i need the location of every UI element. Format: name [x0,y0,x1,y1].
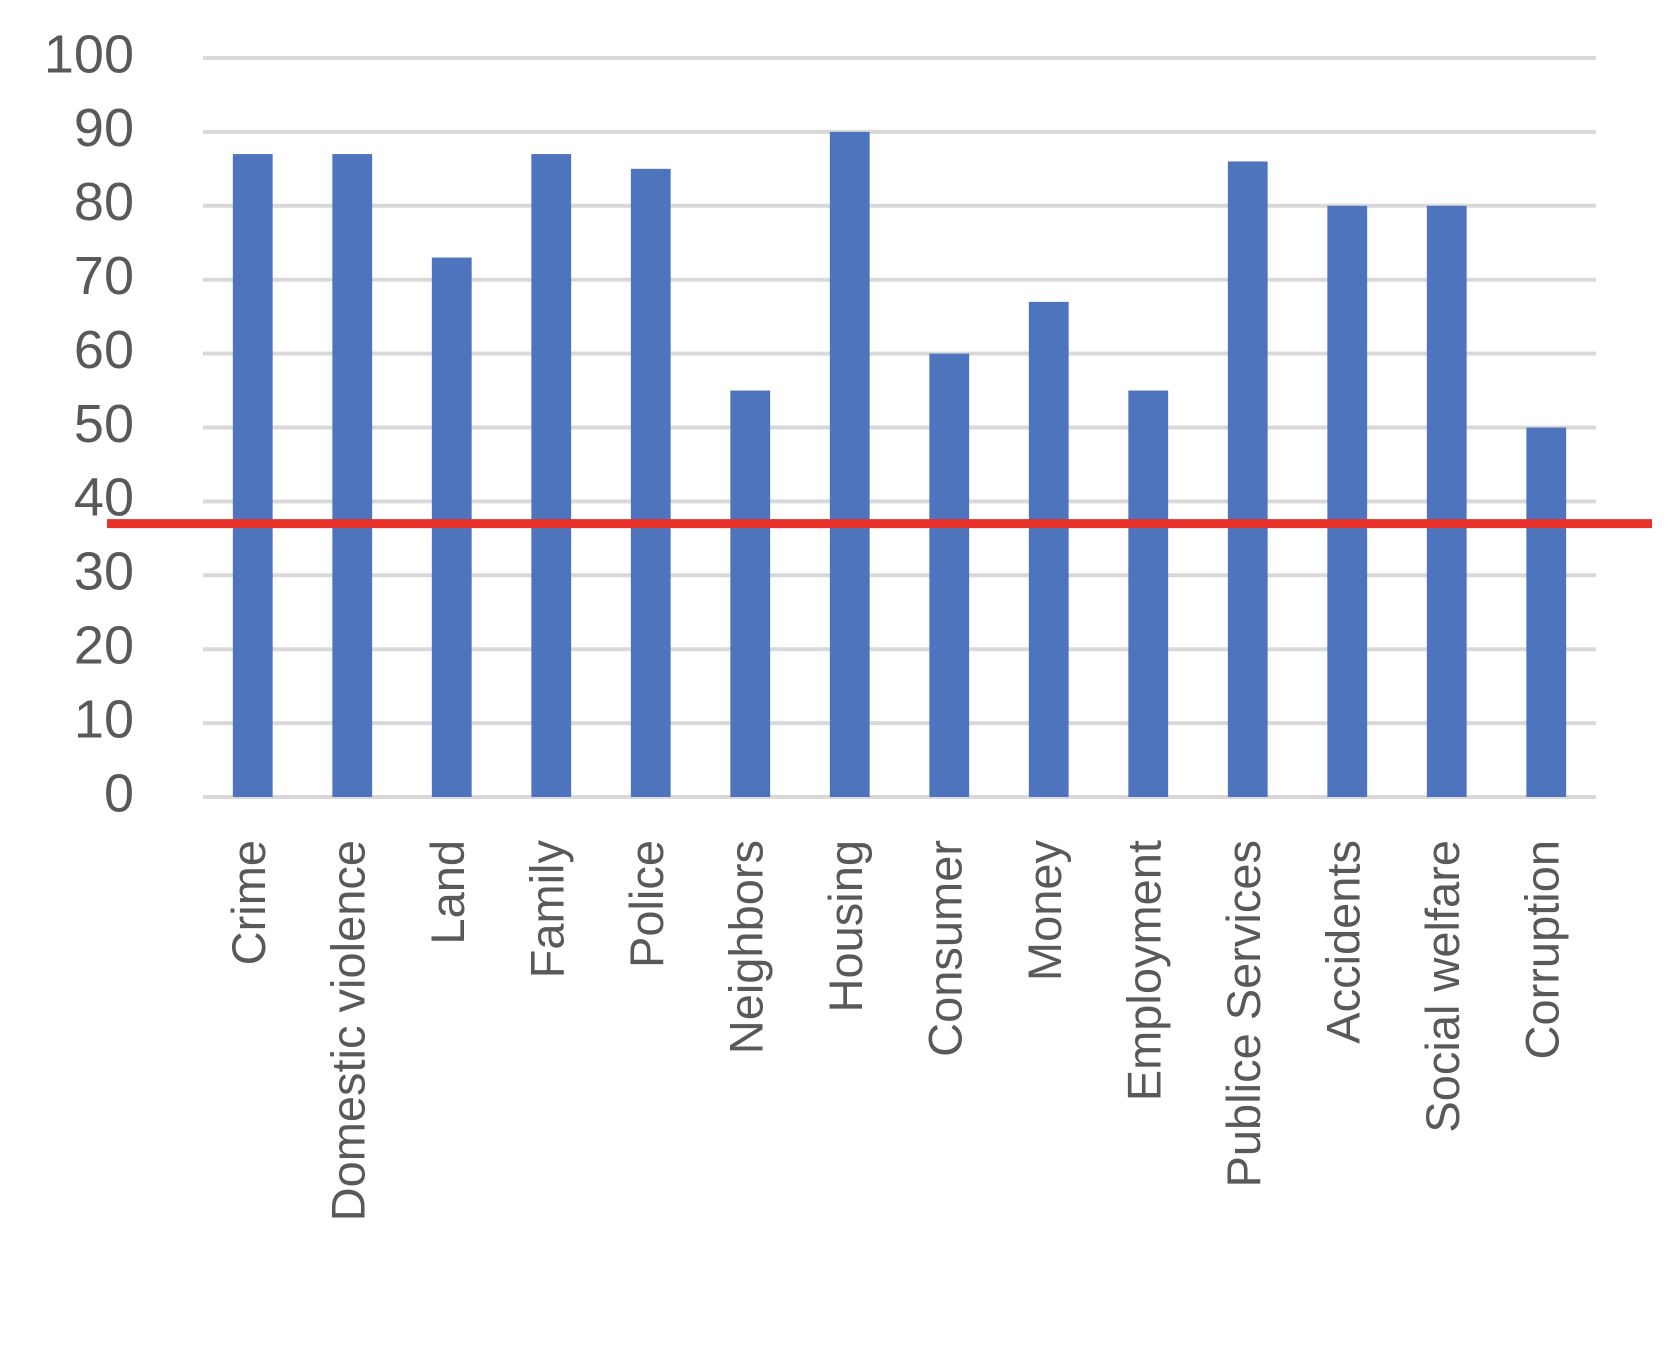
x-tick-label: Corruption [1516,840,1569,1059]
x-tick-label: Police [620,840,673,968]
x-tick-label: Domestic violence [322,840,375,1221]
x-tick-label: Neighbors [720,840,773,1054]
x-tick-label: Housing [819,840,872,1012]
bar [929,353,970,797]
x-tick-label: Land [421,840,474,945]
y-tick-label: 50 [74,394,134,454]
y-tick-label: 90 [74,98,134,158]
x-tick-label: Family [521,840,574,979]
y-tick-label: 70 [74,246,134,306]
bar [630,168,671,798]
bar [1227,161,1268,797]
y-tick-label: 80 [74,172,134,232]
x-tick-label: Consumer [919,840,972,1057]
x-tick-label: Social welfare [1416,840,1469,1133]
x-tick-label: Accidents [1317,840,1370,1044]
y-tick-label: 40 [74,468,134,528]
y-tick-label: 30 [74,542,134,602]
y-tick-label: 60 [74,320,134,380]
x-tick-label: Crime [222,840,275,965]
bar [1327,205,1368,798]
bar [332,154,373,797]
bar [531,154,572,797]
y-tick-label: 10 [74,689,134,749]
bar [1028,301,1069,797]
y-tick-label: 100 [44,24,134,84]
x-tick-label: Publice Services [1217,840,1270,1187]
x-tick-label: Employment [1118,840,1171,1101]
bar [1526,427,1567,797]
bar [730,390,771,797]
bar [1426,205,1467,798]
x-tick-label: Money [1018,840,1071,982]
y-tick-label: 0 [104,763,134,823]
bar [829,131,870,797]
bar [1128,390,1169,797]
y-tick-label: 20 [74,615,134,675]
bar [232,154,273,797]
